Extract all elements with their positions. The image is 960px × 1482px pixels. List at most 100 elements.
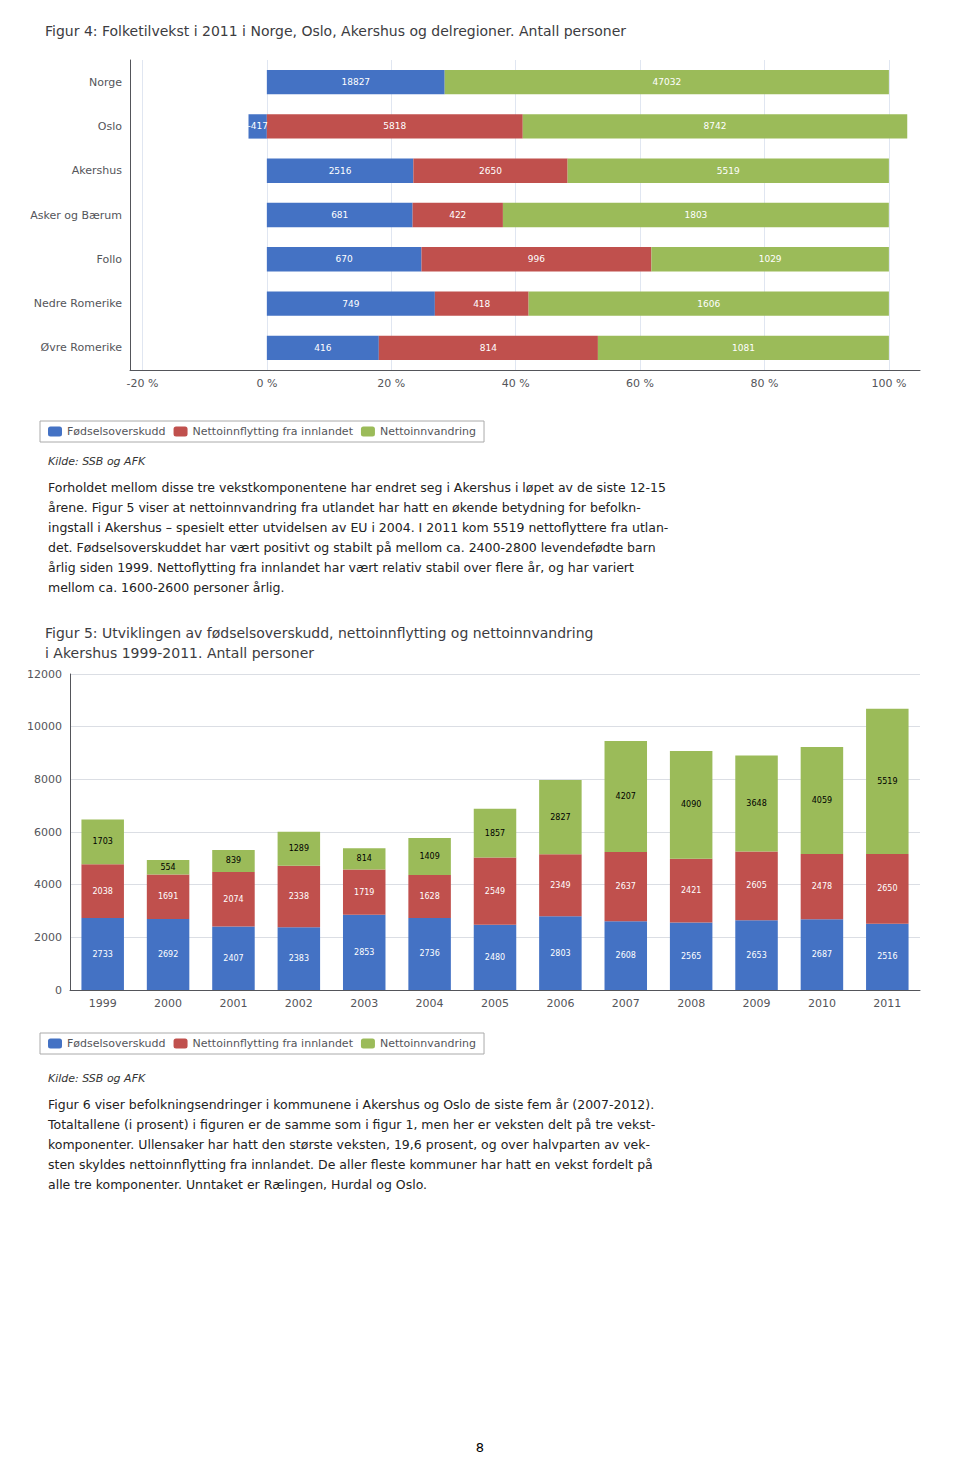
svg-text:1606: 1606 [697, 299, 720, 309]
svg-text:Figur 4: Folketilvekst i 2011: Figur 4: Folketilvekst i 2011 i Norge, O… [45, 23, 626, 39]
svg-text:2692: 2692 [158, 950, 178, 959]
svg-text:814: 814 [357, 854, 372, 863]
svg-text:2516: 2516 [329, 166, 352, 176]
svg-text:2653: 2653 [746, 951, 766, 960]
svg-text:4059: 4059 [812, 796, 832, 805]
svg-text:1719: 1719 [354, 888, 374, 897]
svg-text:422: 422 [449, 210, 466, 220]
svg-text:8742: 8742 [704, 121, 727, 131]
svg-text:418: 418 [473, 299, 490, 309]
svg-text:8000: 8000 [34, 773, 62, 786]
svg-text:Nedre Romerike: Nedre Romerike [34, 297, 122, 310]
svg-text:Figur 5: Utviklingen av fødsel: Figur 5: Utviklingen av fødselsoverskudd… [45, 625, 593, 641]
svg-text:Akershus: Akershus [72, 164, 122, 177]
svg-text:2001: 2001 [219, 997, 247, 1010]
svg-text:2004: 2004 [416, 997, 444, 1010]
svg-text:2003: 2003 [350, 997, 378, 1010]
svg-text:2011: 2011 [873, 997, 901, 1010]
svg-text:Nettoinnflytting fra innlandet: Nettoinnflytting fra innlandet [193, 425, 354, 438]
svg-text:1409: 1409 [419, 852, 439, 861]
svg-text:2383: 2383 [289, 954, 309, 963]
svg-text:2549: 2549 [485, 887, 505, 896]
svg-text:1029: 1029 [759, 254, 782, 264]
svg-text:Oslo: Oslo [98, 120, 122, 133]
svg-text:2000: 2000 [154, 997, 182, 1010]
svg-text:1999: 1999 [89, 997, 117, 1010]
svg-text:2007: 2007 [612, 997, 640, 1010]
svg-text:2605: 2605 [746, 881, 766, 890]
svg-text:2478: 2478 [812, 882, 832, 891]
svg-text:Fødselsoverskudd: Fødselsoverskudd [67, 1037, 166, 1050]
svg-text:2608: 2608 [616, 951, 636, 960]
svg-text:2650: 2650 [479, 166, 502, 176]
svg-text:i Akershus 1999-2011. Antall p: i Akershus 1999-2011. Antall personer [45, 645, 314, 661]
svg-text:814: 814 [480, 343, 497, 353]
svg-text:2736: 2736 [419, 949, 439, 958]
svg-text:Follo: Follo [96, 253, 122, 266]
svg-text:1691: 1691 [158, 892, 178, 901]
svg-text:Norge: Norge [89, 76, 122, 89]
svg-text:2338: 2338 [289, 892, 309, 901]
svg-text:670: 670 [336, 254, 353, 264]
svg-text:12000: 12000 [27, 668, 62, 681]
svg-text:60 %: 60 % [626, 377, 654, 390]
svg-text:554: 554 [160, 863, 175, 872]
svg-text:Fødselsoverskudd: Fødselsoverskudd [67, 425, 166, 438]
svg-text:1803: 1803 [684, 210, 707, 220]
svg-text:2009: 2009 [743, 997, 771, 1010]
svg-text:Nettoinnvandring: Nettoinnvandring [380, 425, 476, 438]
svg-text:2421: 2421 [681, 886, 701, 895]
svg-text:2006: 2006 [546, 997, 574, 1010]
svg-text:20 %: 20 % [377, 377, 405, 390]
svg-text:1703: 1703 [93, 837, 113, 846]
svg-text:2000: 2000 [34, 931, 62, 944]
svg-text:996: 996 [528, 254, 545, 264]
svg-text:2010: 2010 [808, 997, 836, 1010]
svg-text:47032: 47032 [652, 77, 681, 87]
svg-text:2008: 2008 [677, 997, 705, 1010]
svg-text:0 %: 0 % [256, 377, 277, 390]
svg-text:3648: 3648 [746, 799, 766, 808]
svg-text:2827: 2827 [550, 813, 570, 822]
svg-text:1289: 1289 [289, 844, 309, 853]
svg-text:4000: 4000 [34, 878, 62, 891]
svg-text:Nettoinnvandring: Nettoinnvandring [380, 1037, 476, 1050]
svg-text:2480: 2480 [485, 953, 505, 962]
svg-text:Øvre Romerike: Øvre Romerike [41, 341, 123, 354]
svg-text:2733: 2733 [93, 950, 113, 959]
svg-text:0: 0 [55, 984, 62, 997]
svg-text:5519: 5519 [717, 166, 740, 176]
svg-text:2637: 2637 [616, 882, 636, 891]
svg-text:2853: 2853 [354, 948, 374, 957]
svg-text:2002: 2002 [285, 997, 313, 1010]
svg-text:100 %: 100 % [871, 377, 906, 390]
svg-text:Asker og Bærum: Asker og Bærum [30, 209, 122, 222]
svg-text:40 %: 40 % [502, 377, 530, 390]
svg-text:5519: 5519 [877, 777, 897, 786]
svg-text:2565: 2565 [681, 952, 701, 961]
svg-text:2687: 2687 [812, 950, 832, 959]
svg-text:1857: 1857 [485, 829, 505, 838]
svg-text:4090: 4090 [681, 800, 701, 809]
svg-text:749: 749 [342, 299, 359, 309]
svg-text:10000: 10000 [27, 720, 62, 733]
svg-text:2803: 2803 [550, 949, 570, 958]
svg-text:839: 839 [226, 856, 241, 865]
svg-text:2407: 2407 [223, 954, 243, 963]
svg-text:2038: 2038 [93, 887, 113, 896]
svg-text:-20 %: -20 % [126, 377, 158, 390]
svg-text:5818: 5818 [383, 121, 406, 131]
svg-text:2516: 2516 [877, 952, 897, 961]
svg-text:-417: -417 [247, 121, 267, 131]
svg-text:2074: 2074 [223, 895, 243, 904]
svg-text:80 %: 80 % [751, 377, 779, 390]
svg-text:4207: 4207 [616, 792, 636, 801]
svg-text:2349: 2349 [550, 881, 570, 890]
svg-text:681: 681 [331, 210, 348, 220]
svg-text:6000: 6000 [34, 826, 62, 839]
svg-text:18827: 18827 [341, 77, 370, 87]
svg-text:1081: 1081 [732, 343, 755, 353]
svg-text:Nettoinnflytting fra innlandet: Nettoinnflytting fra innlandet [193, 1037, 354, 1050]
svg-text:2005: 2005 [481, 997, 509, 1010]
svg-text:416: 416 [314, 343, 331, 353]
